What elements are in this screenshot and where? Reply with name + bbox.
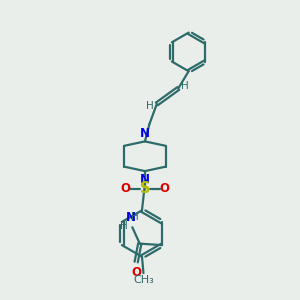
Text: CH₃: CH₃ xyxy=(133,275,154,285)
Text: H: H xyxy=(146,101,154,111)
Text: N: N xyxy=(140,127,150,140)
Text: H: H xyxy=(181,80,189,91)
Text: N: N xyxy=(140,173,150,186)
Text: O: O xyxy=(160,182,170,195)
Text: O: O xyxy=(120,182,130,195)
Text: H: H xyxy=(131,212,139,222)
Text: N: N xyxy=(126,211,136,224)
Text: H: H xyxy=(120,221,128,231)
Text: S: S xyxy=(140,182,150,196)
Text: O: O xyxy=(131,266,141,279)
